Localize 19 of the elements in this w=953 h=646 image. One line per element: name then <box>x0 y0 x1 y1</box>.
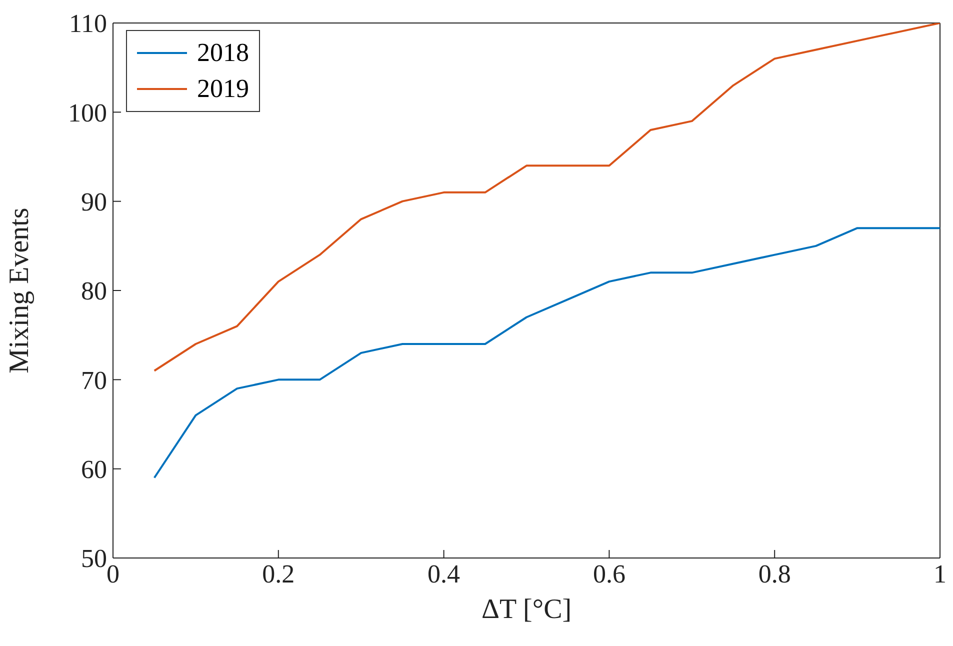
y-tick-label: 100 <box>68 98 107 128</box>
x-tick-label: 0 <box>106 559 120 588</box>
line-series <box>153 227 940 479</box>
y-tick-label: 110 <box>68 9 107 38</box>
x-tick-label: 0.2 <box>262 559 295 588</box>
y-tick-label: 70 <box>81 366 107 395</box>
x-axis-title: ΔT [°C] <box>481 594 572 625</box>
line-series <box>153 23 940 372</box>
legend-label: 2018 <box>197 37 249 69</box>
y-axis-title: Mixing Events <box>4 208 35 374</box>
x-tick-label: 0.4 <box>428 559 460 588</box>
y-tick-label: 50 <box>81 544 107 574</box>
x-tick-label: 0.6 <box>592 559 626 588</box>
y-tick-label: 90 <box>81 188 107 217</box>
y-tick-label: 60 <box>81 455 107 484</box>
y-tick-label: 80 <box>81 276 107 306</box>
x-tick-label: 0.8 <box>758 559 791 588</box>
x-tick-label: 1 <box>934 559 946 588</box>
legend-label: 2019 <box>197 73 249 105</box>
